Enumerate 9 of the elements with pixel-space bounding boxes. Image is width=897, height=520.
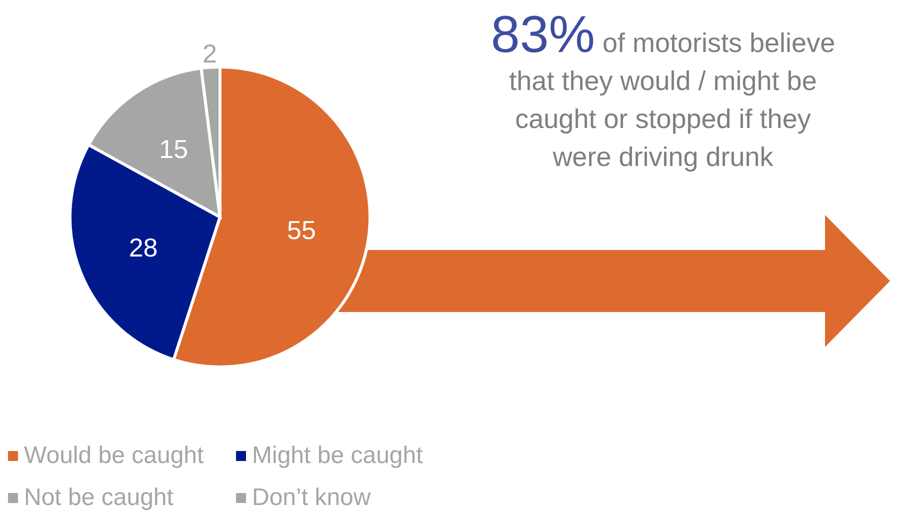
data-label: 15: [159, 134, 188, 164]
legend-label: Would be caught: [24, 442, 204, 470]
legend-label: Don’t know: [252, 484, 371, 512]
data-label: 28: [128, 232, 158, 262]
data-label: 55: [287, 214, 316, 245]
data-label: 2: [202, 38, 217, 68]
legend-label: Might be caught: [252, 442, 423, 470]
legend-label: Not be caught: [24, 484, 174, 512]
text: 83%: [490, 6, 595, 64]
